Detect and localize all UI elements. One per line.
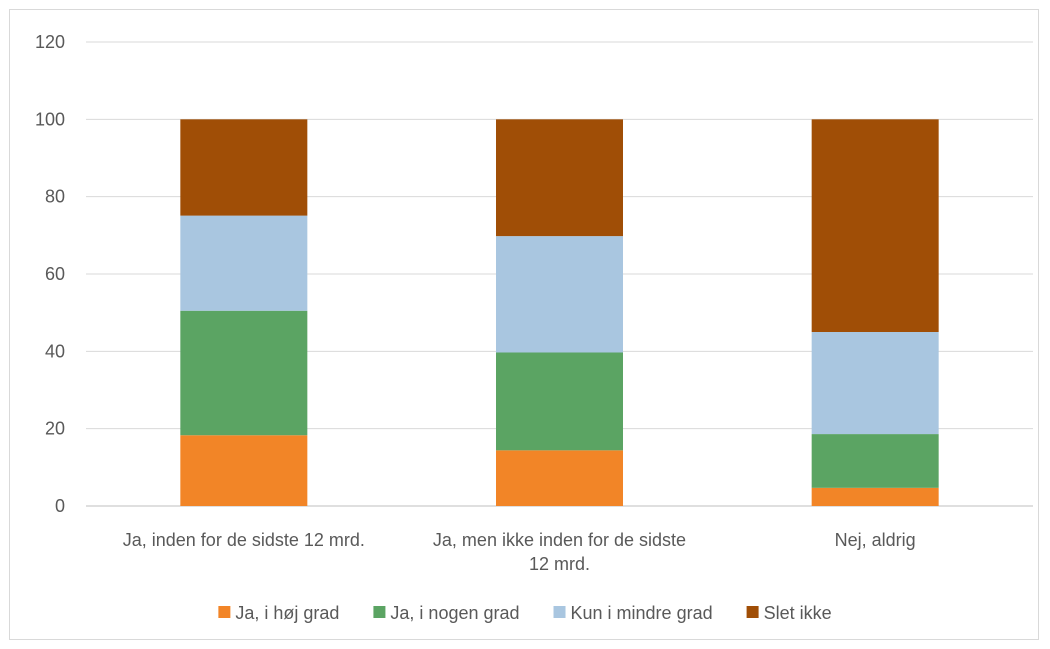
bar-segment <box>496 119 623 237</box>
bars <box>180 119 939 506</box>
x-category-label: Ja, men ikke inden for de sidste 12 mrd. <box>433 530 686 574</box>
legend-item: Ja, i høj grad <box>218 603 339 623</box>
legend-swatch <box>373 606 386 618</box>
bar-segment <box>496 450 623 506</box>
y-tick-label: 0 <box>55 496 65 516</box>
legend: Ja, i høj grad Ja, i nogen grad Kun i mind… <box>218 603 832 623</box>
x-category-label: Nej, aldrig <box>835 530 916 550</box>
bar-segment <box>811 434 939 488</box>
legend-item: Kun i mindre grad <box>553 603 713 623</box>
bar-segment <box>180 310 308 436</box>
legend-item: Slet ikke <box>746 603 832 623</box>
y-tick-label: 40 <box>45 341 65 361</box>
legend-label: Slet ikke <box>764 603 832 623</box>
bar-segment <box>496 236 623 353</box>
y-tick-label: 100 <box>35 109 65 129</box>
y-tick-label: 80 <box>45 187 65 207</box>
x-axis-category-labels: Ja, inden for de sidste 12 mrd. Ja, men i… <box>123 530 916 574</box>
legend-label: Ja, i nogen grad <box>390 603 519 623</box>
bar-segment <box>811 487 939 506</box>
legend-item: Ja, i nogen grad <box>373 603 520 623</box>
y-tick-label: 60 <box>45 264 65 284</box>
legend-swatch <box>553 606 566 618</box>
bar-segment <box>496 352 623 451</box>
y-tick-label: 20 <box>45 419 65 439</box>
bar-segment <box>811 332 939 435</box>
bar-segment <box>811 119 939 332</box>
legend-swatch <box>746 606 759 618</box>
bar-segment <box>180 435 308 506</box>
bar-segment <box>180 215 308 311</box>
y-axis-tick-labels: 0 20 40 60 80 100 120 <box>35 32 65 516</box>
legend-label: Ja, i høj grad <box>235 603 339 623</box>
legend-swatch <box>218 606 231 618</box>
x-category-label: Ja, inden for de sidste 12 mrd. <box>123 530 365 550</box>
legend-label: Kun i mindre grad <box>571 603 713 623</box>
y-tick-label: 120 <box>35 32 65 52</box>
bar-segment <box>180 119 308 216</box>
